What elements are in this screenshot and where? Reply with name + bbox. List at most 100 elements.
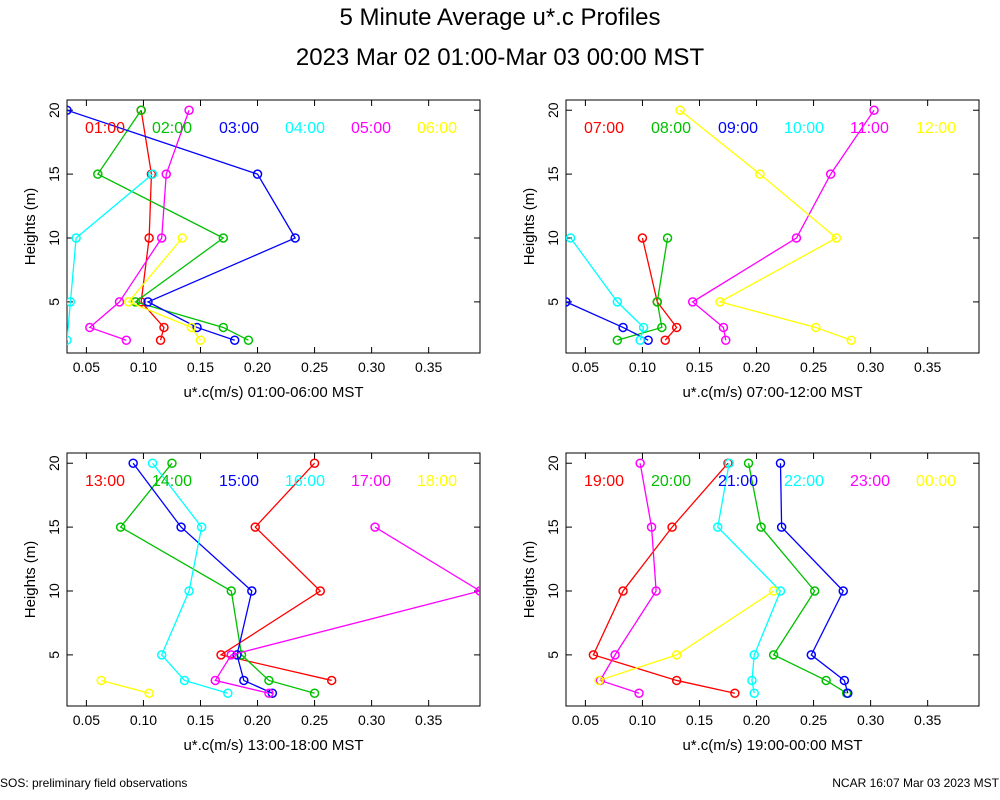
y-tick-label: 5 [46,298,62,306]
data-point [67,335,72,345]
data-point [250,522,260,532]
data-point [252,169,263,179]
data-point [309,458,320,468]
x-tick-label: 0.05 [572,712,599,728]
legend-entry: 19:00 [584,473,624,490]
footer-note: SOS: preliminary field observations [0,776,188,790]
series-line-0500 [88,110,190,341]
data-point [123,297,134,307]
data-point [176,522,186,532]
data-point [775,458,786,468]
data-point [594,675,604,686]
data-point [67,105,72,115]
data-point [634,688,644,698]
data-point [156,650,167,660]
legend-entry: 10:00 [784,120,824,137]
y-tick-label: 20 [46,455,62,471]
y-tick-label: 5 [545,298,561,306]
chart-title: 5 Minute Average u*.c Profiles [339,4,661,31]
data-point [846,335,856,345]
data-point [809,586,820,596]
data-point [67,297,76,307]
legend-entry: 09:00 [718,120,758,137]
data-point [671,650,682,660]
series-line-1100 [691,109,875,341]
data-point [114,297,125,307]
y-tick-label: 15 [46,519,62,535]
series-line-0900 [566,301,649,341]
data-point [638,322,649,333]
series-line-1700 [214,526,480,694]
data-point [756,522,766,532]
plot-frame [66,99,481,354]
data-point [218,233,229,243]
x-tick-label: 0.35 [914,359,941,375]
x-tick-label: 0.05 [73,359,100,375]
data-point [223,688,233,698]
data-point [667,522,677,532]
data-point [671,322,682,333]
data-point [749,688,759,698]
x-axis-label: u*.c(m/s) 13:00-18:00 MST [183,737,363,754]
x-tick-label: 0.10 [130,359,157,375]
series-line-1900 [592,462,735,694]
x-tick-label: 0.15 [187,359,214,375]
chart-subtitle: 2023 Mar 02 01:00-Mar 03 00:00 MST [295,44,705,71]
x-tick-label: 0.05 [572,359,599,375]
data-point [243,335,254,345]
y-axis-label: Heights (m) [521,541,538,619]
data-point [239,675,249,686]
legend-entry: 18:00 [417,473,457,490]
data-point [806,650,817,660]
data-point [566,233,576,243]
series-line-0000 [598,590,774,682]
legend-entry: 12:00 [916,120,956,137]
data-point [566,297,571,307]
data-point [264,675,274,686]
x-tick-label: 0.30 [358,359,385,375]
x-axis-label: u*.c(m/s) 19:00-00:00 MST [682,737,862,754]
legend-entry: 16:00 [285,473,325,490]
data-point [264,688,274,698]
data-point [839,675,850,686]
x-tick-label: 0.25 [800,359,827,375]
x-tick-label: 0.15 [187,712,214,728]
data-point [662,233,673,243]
data-point [637,233,648,243]
x-tick-label: 0.35 [914,712,941,728]
series-group [566,105,879,345]
data-point [660,335,671,345]
data-point [177,233,187,243]
legend-entry: 06:00 [417,120,457,137]
x-tick-label: 0.35 [415,359,442,375]
x-tick-label: 0.20 [244,712,271,728]
y-tick-label: 15 [545,166,561,182]
legend-entry: 01:00 [85,120,125,137]
plot-frame [565,99,980,354]
data-point [144,233,154,243]
y-axis-label: Heights (m) [22,541,39,619]
y-tick-label: 10 [545,583,561,599]
data-point [843,688,853,698]
data-point [635,458,645,468]
legend-entry: 05:00 [351,120,391,137]
series-line-1000 [570,237,645,341]
plot-panel-1: 0.05 0.10 0.15 0.20 0.25 0.30 0.35 5 10 15 20 u*.c(… [22,99,481,401]
data-point [192,322,202,333]
x-axis-label: u*.c(m/s) 07:00-12:00 MST [682,384,862,401]
data-point [755,169,765,179]
data-point [315,586,326,596]
data-point [195,335,206,345]
data-point [743,458,754,468]
x-tick-label: 0.30 [857,712,884,728]
series-line-1400 [119,462,315,694]
data-point [96,675,106,686]
series-line-0800 [617,237,669,341]
legend-entry: 04:00 [285,120,325,137]
data-point [218,322,229,333]
series-line-0700 [641,237,678,341]
data-point [768,586,779,596]
series-group [96,458,480,698]
data-point [128,458,138,468]
